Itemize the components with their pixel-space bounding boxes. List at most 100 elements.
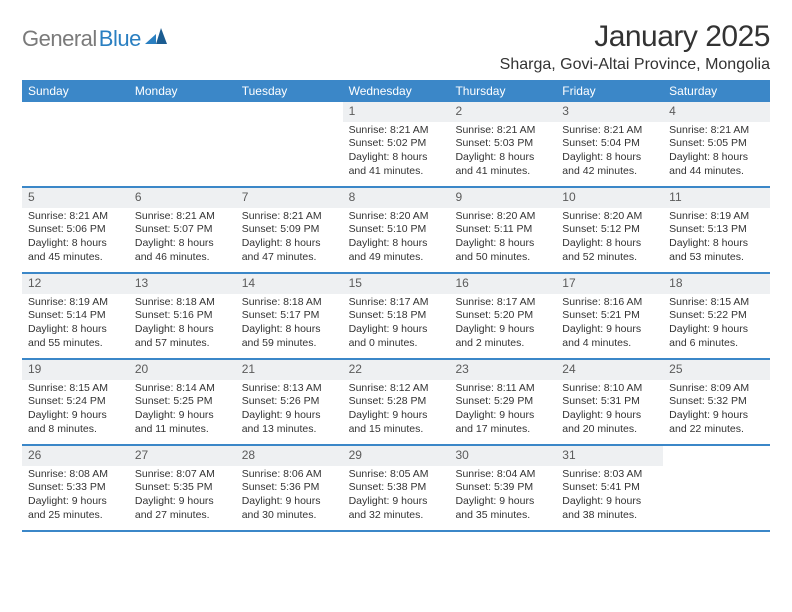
sunrise-text: Sunrise: 8:11 AM — [455, 382, 550, 396]
day-content: Sunrise: 8:17 AMSunset: 5:20 PMDaylight:… — [449, 294, 556, 355]
sunrise-text: Sunrise: 8:16 AM — [562, 296, 657, 310]
sunrise-text: Sunrise: 8:18 AM — [242, 296, 337, 310]
calendar-cell: 31Sunrise: 8:03 AMSunset: 5:41 PMDayligh… — [556, 446, 663, 530]
sunset-text: Sunset: 5:28 PM — [349, 395, 444, 409]
sunrise-text: Sunrise: 8:07 AM — [135, 468, 230, 482]
sunrise-text: Sunrise: 8:04 AM — [455, 468, 550, 482]
daylight-text: Daylight: 9 hours and 27 minutes. — [135, 495, 230, 522]
day-number: 17 — [556, 274, 663, 294]
sunset-text: Sunset: 5:12 PM — [562, 223, 657, 237]
sunrise-text: Sunrise: 8:20 AM — [455, 210, 550, 224]
logo: General Blue — [22, 26, 167, 52]
daylight-text: Daylight: 8 hours and 57 minutes. — [135, 323, 230, 350]
logo-mark-icon — [145, 28, 167, 49]
calendar-cell: 10 Sunrise: 8:20 AMSunset: 5:12 PMDayligh… — [556, 188, 663, 272]
day-content: Sunrise: 8:15 AMSunset: 5:24 PMDaylight:… — [22, 380, 129, 441]
day-content: Sunrise: 8:21 AMSunset: 5:09 PMDaylight:… — [236, 208, 343, 269]
day-content: Sunrise: 8:15 AMSunset: 5:22 PMDaylight:… — [663, 294, 770, 355]
sunset-text: Sunset: 5:14 PM — [28, 309, 123, 323]
day-number: 7 — [236, 188, 343, 208]
daylight-text: Daylight: 8 hours and 47 minutes. — [242, 237, 337, 264]
sunrise-text: Sunrise: 8:12 AM — [349, 382, 444, 396]
sunrise-text: Sunrise: 8:20 AM — [562, 210, 657, 224]
daylight-text: Daylight: 9 hours and 38 minutes. — [562, 495, 657, 522]
daylight-text: Daylight: 8 hours and 52 minutes. — [562, 237, 657, 264]
day-number: 21 — [236, 360, 343, 380]
sunset-text: Sunset: 5:29 PM — [455, 395, 550, 409]
day-content: Sunrise: 8:08 AMSunset: 5:33 PMDaylight:… — [22, 466, 129, 527]
calendar-cell: 3Sunrise: 8:21 AMSunset: 5:04 PMDaylight… — [556, 102, 663, 186]
sunrise-text: Sunrise: 8:03 AM — [562, 468, 657, 482]
day-content: Sunrise: 8:13 AMSunset: 5:26 PMDaylight:… — [236, 380, 343, 441]
sunset-text: Sunset: 5:39 PM — [455, 481, 550, 495]
daylight-text: Daylight: 9 hours and 15 minutes. — [349, 409, 444, 436]
sunset-text: Sunset: 5:33 PM — [28, 481, 123, 495]
weekday-header: Sunday — [22, 80, 129, 102]
calendar-cell: 28Sunrise: 8:06 AMSunset: 5:36 PMDayligh… — [236, 446, 343, 530]
sunset-text: Sunset: 5:07 PM — [135, 223, 230, 237]
day-content: Sunrise: 8:18 AMSunset: 5:16 PMDaylight:… — [129, 294, 236, 355]
day-content: Sunrise: 8:18 AMSunset: 5:17 PMDaylight:… — [236, 294, 343, 355]
calendar-week-row: 5Sunrise: 8:21 AMSunset: 5:06 PMDaylight… — [22, 188, 770, 274]
daylight-text: Daylight: 9 hours and 11 minutes. — [135, 409, 230, 436]
calendar-cell: 14Sunrise: 8:18 AMSunset: 5:17 PMDayligh… — [236, 274, 343, 358]
daylight-text: Daylight: 8 hours and 49 minutes. — [349, 237, 444, 264]
day-content: Sunrise: 8:05 AMSunset: 5:38 PMDaylight:… — [343, 466, 450, 527]
calendar-cell: 6Sunrise: 8:21 AMSunset: 5:07 PMDaylight… — [129, 188, 236, 272]
sunrise-text: Sunrise: 8:13 AM — [242, 382, 337, 396]
calendar-cell: 29Sunrise: 8:05 AMSunset: 5:38 PMDayligh… — [343, 446, 450, 530]
calendar-cell: 18Sunrise: 8:15 AMSunset: 5:22 PMDayligh… — [663, 274, 770, 358]
location-subtitle: Sharga, Govi-Altai Province, Mongolia — [500, 56, 770, 74]
day-number: 20 — [129, 360, 236, 380]
daylight-text: Daylight: 8 hours and 42 minutes. — [562, 151, 657, 178]
day-number: 30 — [449, 446, 556, 466]
sunrise-text: Sunrise: 8:08 AM — [28, 468, 123, 482]
sunset-text: Sunset: 5:25 PM — [135, 395, 230, 409]
day-number: 13 — [129, 274, 236, 294]
calendar-cell: 12Sunrise: 8:19 AMSunset: 5:14 PMDayligh… — [22, 274, 129, 358]
sunrise-text: Sunrise: 8:14 AM — [135, 382, 230, 396]
sunset-text: Sunset: 5:02 PM — [349, 137, 444, 151]
calendar-page: General Blue January 2025 Sharga, Govi-A… — [0, 0, 792, 552]
day-number: 14 — [236, 274, 343, 294]
logo-word-2: Blue — [99, 26, 141, 52]
day-content: Sunrise: 8:14 AMSunset: 5:25 PMDaylight:… — [129, 380, 236, 441]
daylight-text: Daylight: 8 hours and 59 minutes. — [242, 323, 337, 350]
daylight-text: Daylight: 8 hours and 41 minutes. — [349, 151, 444, 178]
day-number: 28 — [236, 446, 343, 466]
sunset-text: Sunset: 5:05 PM — [669, 137, 764, 151]
calendar-cell — [236, 102, 343, 186]
daylight-text: Daylight: 9 hours and 17 minutes. — [455, 409, 550, 436]
day-number: 9 — [449, 188, 556, 208]
sunset-text: Sunset: 5:17 PM — [242, 309, 337, 323]
day-content: Sunrise: 8:21 AMSunset: 5:02 PMDaylight:… — [343, 122, 450, 183]
day-number: 10 — [556, 188, 663, 208]
calendar-cell — [22, 102, 129, 186]
day-number: 6 — [129, 188, 236, 208]
weekday-header: Tuesday — [236, 80, 343, 102]
day-content: Sunrise: 8:12 AMSunset: 5:28 PMDaylight:… — [343, 380, 450, 441]
calendar-cell: 8Sunrise: 8:20 AMSunset: 5:10 PMDaylight… — [343, 188, 450, 272]
sunrise-text: Sunrise: 8:21 AM — [562, 124, 657, 138]
sunset-text: Sunset: 5:38 PM — [349, 481, 444, 495]
sunrise-text: Sunrise: 8:21 AM — [28, 210, 123, 224]
day-content: Sunrise: 8:03 AMSunset: 5:41 PMDaylight:… — [556, 466, 663, 527]
daylight-text: Daylight: 8 hours and 55 minutes. — [28, 323, 123, 350]
calendar-cell: 25Sunrise: 8:09 AMSunset: 5:32 PMDayligh… — [663, 360, 770, 444]
day-number: 19 — [22, 360, 129, 380]
sunset-text: Sunset: 5:04 PM — [562, 137, 657, 151]
calendar-cell: 26Sunrise: 8:08 AMSunset: 5:33 PMDayligh… — [22, 446, 129, 530]
daylight-text: Daylight: 9 hours and 32 minutes. — [349, 495, 444, 522]
calendar-cell: 7Sunrise: 8:21 AMSunset: 5:09 PMDaylight… — [236, 188, 343, 272]
sunset-text: Sunset: 5:16 PM — [135, 309, 230, 323]
daylight-text: Daylight: 9 hours and 8 minutes. — [28, 409, 123, 436]
title-block: January 2025 Sharga, Govi-Altai Province… — [500, 20, 770, 74]
daylight-text: Daylight: 9 hours and 6 minutes. — [669, 323, 764, 350]
sunset-text: Sunset: 5:18 PM — [349, 309, 444, 323]
daylight-text: Daylight: 9 hours and 22 minutes. — [669, 409, 764, 436]
day-number: 1 — [343, 102, 450, 122]
day-number: 15 — [343, 274, 450, 294]
calendar-cell: 23Sunrise: 8:11 AMSunset: 5:29 PMDayligh… — [449, 360, 556, 444]
daylight-text: Daylight: 8 hours and 53 minutes. — [669, 237, 764, 264]
day-content: Sunrise: 8:17 AMSunset: 5:18 PMDaylight:… — [343, 294, 450, 355]
